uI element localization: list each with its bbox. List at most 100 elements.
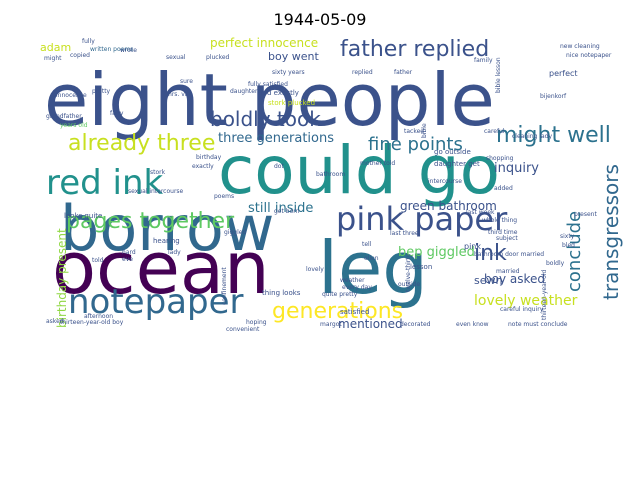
word-hoping: hoping: [246, 319, 267, 326]
word-fine-points: fine points: [368, 134, 463, 155]
word-bled: bled: [562, 242, 575, 249]
word-innocence: innocence: [56, 92, 87, 99]
word-bible: bible: [421, 123, 428, 138]
word-careful: careful: [484, 128, 505, 135]
word-pretty: pretty: [92, 88, 111, 95]
word-margot: margot: [320, 321, 342, 328]
word-stork-plucked: stork plucked: [268, 99, 315, 107]
word-subject: subject: [496, 235, 518, 242]
word-tell: tell: [362, 241, 372, 248]
word-stork: stork: [150, 169, 166, 176]
word-weather: weather: [340, 277, 365, 284]
word-quite-pretty: quite pretty: [322, 291, 358, 298]
word-lovely: lovely: [306, 266, 324, 273]
word-pink: pink: [464, 242, 481, 251]
word-shopping: shopping: [486, 155, 514, 162]
word-decorated: decorated: [400, 321, 431, 328]
word-fairy: fairy: [110, 110, 124, 117]
word-leg: leg: [318, 226, 428, 310]
word-boldly: boldly: [546, 260, 565, 267]
word-hard: hard: [122, 249, 136, 256]
word-confinement: confinement: [221, 267, 228, 305]
word-outside: outside: [398, 281, 420, 288]
word-sexual: sexual: [166, 54, 186, 61]
word-bible-lesson: bible lesson: [495, 57, 502, 93]
word-lady: lady: [168, 249, 181, 256]
word-careful-inquiry: careful inquiry: [500, 306, 544, 313]
word-exactly: exactly: [192, 163, 214, 170]
word-asked: asked: [46, 318, 64, 325]
word-lesson: lesson: [410, 263, 432, 271]
word-daughter-get: daughter get: [434, 160, 480, 168]
word-last-three: last three: [390, 230, 419, 237]
word-adam: adam: [40, 41, 71, 54]
word-married: married: [496, 268, 520, 275]
word-three-generations: three generations: [218, 131, 334, 146]
word-whole-thing: whole thing: [482, 217, 517, 224]
word-last-week: last week: [466, 209, 495, 216]
word-written-poems: written poems: [90, 46, 133, 53]
word-tacked: tacked: [404, 128, 424, 135]
word-notepaper: notepaper: [68, 282, 244, 322]
word-green-bathroom: green bathroom: [400, 199, 497, 213]
word-family: family: [474, 57, 493, 64]
word-thing-looks: thing looks: [262, 289, 301, 297]
word-red-ink: red ink: [46, 163, 164, 203]
word-father: father: [394, 69, 413, 76]
word-birthday: birthday: [196, 154, 222, 161]
word-fully-satisfied: fully satisfied: [248, 81, 288, 88]
word-inquiry: inquiry: [494, 161, 539, 176]
word-lovely-weather: lovely weather: [474, 293, 578, 309]
word-plucked: plucked: [206, 54, 230, 61]
word-told-exactly: told exactly: [258, 89, 299, 97]
word-giggled: giggled: [224, 229, 246, 236]
word-third-time: third time: [488, 229, 518, 236]
word-eve: eve: [122, 256, 133, 263]
word-go-outside: go outside: [434, 148, 471, 156]
word-new-cleaning: new cleaning: [560, 43, 600, 50]
word-dot: dot: [274, 163, 284, 170]
word-added: added: [494, 185, 513, 192]
word-generations: generations: [272, 299, 403, 324]
word-thirteen-year-old-boy: thirteen-year-old boy: [60, 319, 124, 326]
word-might-well: might well: [496, 123, 611, 148]
word-copied: copied: [70, 52, 90, 59]
word-perfect: perfect: [549, 69, 578, 78]
word-already-three: already three: [68, 131, 215, 156]
word-bijenkorf: bijenkorf: [540, 93, 567, 100]
word-present: present: [574, 211, 597, 218]
word-even-know: even know: [456, 321, 489, 328]
word-sure: sure: [180, 78, 193, 85]
word-ellen: ellen: [364, 255, 379, 262]
word-mrs-van: mrs. van: [166, 91, 192, 98]
word-nice-notepaper: nice notepaper: [566, 52, 612, 59]
word-mother-told: mother told: [360, 160, 395, 167]
word-bathroom: bathroom: [316, 171, 345, 178]
word-boldly-took: boldly took: [210, 107, 321, 131]
word-ocean: ocean: [52, 226, 270, 310]
word-wrote: wrote: [120, 47, 137, 54]
word-conclude: conclude: [564, 211, 585, 292]
word-hearing: hearing: [153, 237, 180, 245]
word-years-old: years old: [60, 122, 88, 129]
word-grandfather: grandfather: [46, 113, 82, 120]
word-intercourse: intercourse: [428, 178, 462, 185]
word-perfect-innocence: perfect innocence: [210, 36, 318, 50]
word-convenient: convenient: [226, 326, 260, 333]
word-eight-people: eight people: [44, 58, 495, 142]
word-sixty-years: sixty years: [272, 69, 305, 76]
word-ink: ink: [474, 241, 507, 266]
word-told: told: [92, 257, 104, 264]
word-fully: fully: [82, 38, 95, 45]
word-bathroom-door-married: bathroom door married: [474, 251, 544, 258]
word-birthday-present: birthday present: [55, 228, 69, 328]
word-borrow: borrow: [60, 192, 274, 265]
word-satisfied: satisfied: [340, 308, 369, 316]
word-note-must-conclude: note must conclude: [508, 321, 568, 328]
cloud-background: [35, 36, 615, 334]
word-twelve-thirty: twelve-thirty: [405, 253, 412, 292]
word-still-inside: still inside: [248, 201, 313, 216]
word-father-replied: father replied: [340, 37, 489, 62]
word-sexual-intercourse: sexual intercourse: [128, 188, 184, 195]
